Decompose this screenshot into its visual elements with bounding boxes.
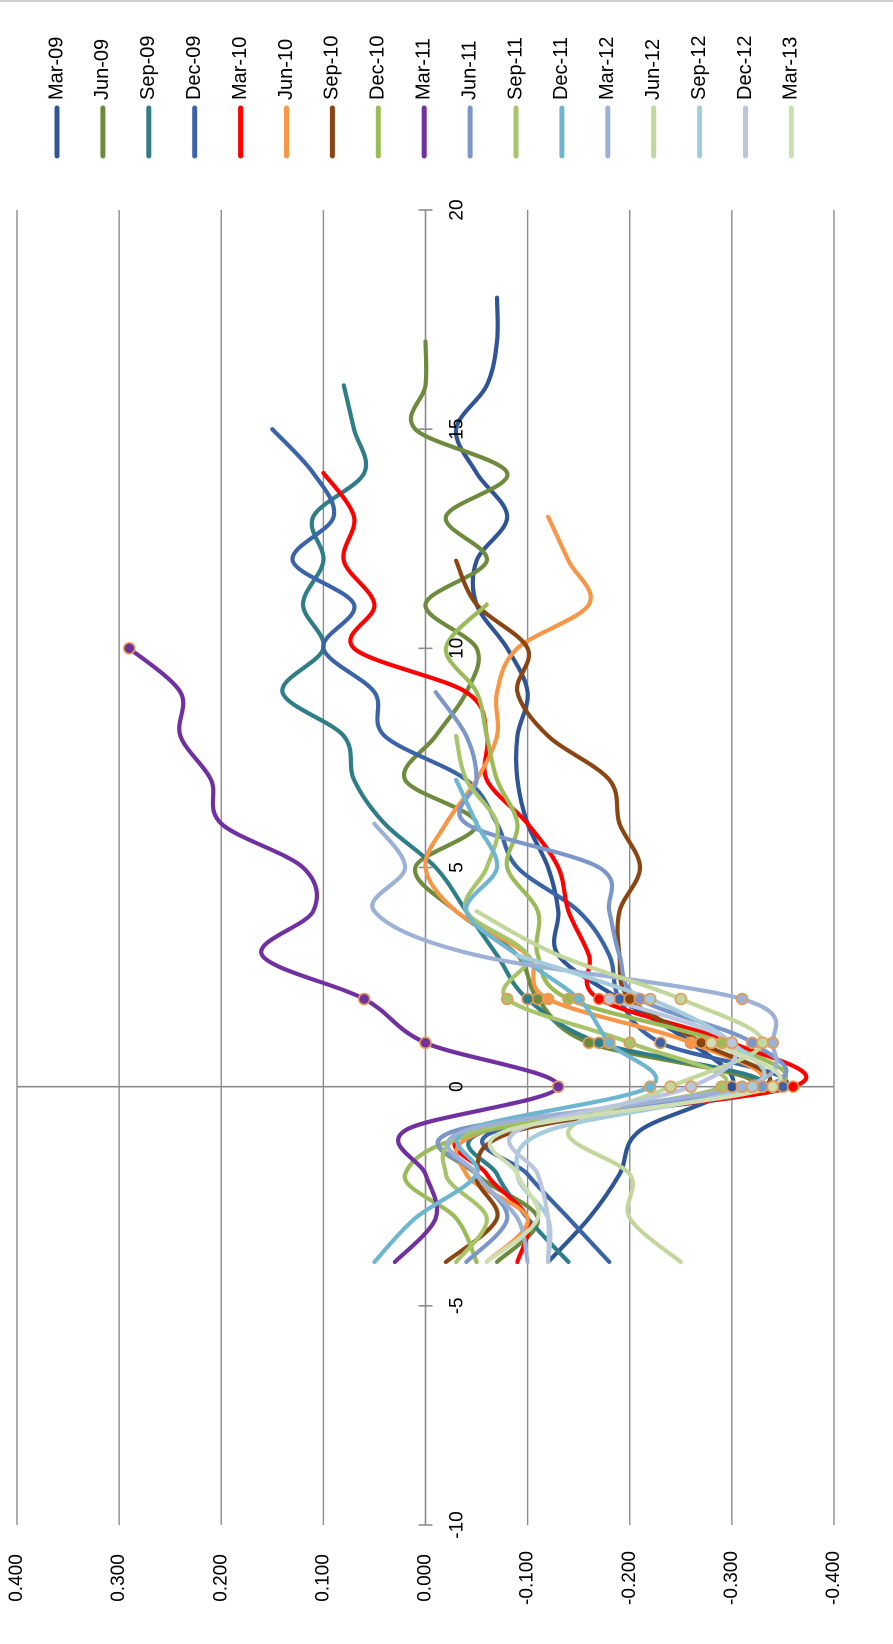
data-point-marker bbox=[756, 1036, 769, 1050]
data-point-marker bbox=[623, 1036, 637, 1050]
data-point-marker bbox=[715, 1036, 728, 1050]
data-point-marker bbox=[633, 992, 647, 1006]
legend-label: Mar-12 bbox=[596, 37, 618, 100]
series-lines bbox=[127, 295, 809, 1265]
legend-label: Jun-10 bbox=[275, 39, 297, 100]
data-point-marker bbox=[643, 992, 657, 1006]
y-tick-label: 0.200 bbox=[210, 1554, 231, 1602]
y-tick-label: 0.100 bbox=[312, 1554, 333, 1602]
x-tick-label: -10 bbox=[447, 1511, 468, 1538]
data-point-marker bbox=[684, 1036, 698, 1050]
data-point-marker bbox=[531, 992, 545, 1006]
data-point-marker bbox=[592, 1036, 606, 1050]
data-point-marker bbox=[551, 1080, 565, 1093]
series-line-dec-10 bbox=[402, 602, 789, 1265]
x-tick-label: 0 bbox=[447, 1081, 468, 1092]
data-point-marker bbox=[357, 992, 371, 1006]
series-line-jun-10 bbox=[423, 514, 765, 1265]
legend-label: Dec-11 bbox=[550, 37, 572, 100]
legend-label: Dec-12 bbox=[734, 36, 756, 100]
legend-label: Mar-11 bbox=[412, 38, 434, 100]
series-line-sep-11 bbox=[440, 733, 729, 1265]
y-tick-labels: 0.400 0.300 0.200 0.100 0.000 -0.100 -0.200 -0.… bbox=[6, 1551, 844, 1605]
data-point-marker bbox=[776, 1080, 790, 1093]
y-tick-label: -0.200 bbox=[619, 1551, 640, 1605]
legend-label: Sep-12 bbox=[688, 36, 710, 101]
data-point-marker bbox=[643, 1080, 657, 1093]
data-point-marker bbox=[623, 992, 637, 1006]
data-point-marker bbox=[123, 642, 136, 655]
x-tick-labels: -10 -5 0 5 10 15 20 bbox=[447, 199, 468, 1538]
y-tick-label: 0.300 bbox=[108, 1554, 129, 1602]
data-point-marker bbox=[572, 992, 585, 1006]
data-point-marker bbox=[603, 992, 616, 1006]
data-point-marker bbox=[654, 1036, 667, 1050]
data-point-marker bbox=[419, 1036, 432, 1050]
data-point-marker bbox=[582, 1036, 596, 1050]
data-point-marker bbox=[521, 992, 534, 1006]
legend-label: Mar-13 bbox=[780, 37, 802, 100]
y-tick-label: 0.000 bbox=[415, 1554, 436, 1602]
legend-label: Jun-12 bbox=[642, 39, 664, 100]
data-point-marker bbox=[500, 992, 514, 1006]
data-point-marker bbox=[541, 992, 555, 1006]
y-tick-label: -0.300 bbox=[721, 1551, 742, 1605]
legend-label: Dec-10 bbox=[367, 36, 389, 100]
legend-label: Sep-10 bbox=[321, 36, 343, 101]
data-point-marker bbox=[603, 1036, 616, 1050]
data-point-marker bbox=[745, 1036, 759, 1050]
x-tick-label: 5 bbox=[447, 862, 468, 873]
legend-label: Jun-09 bbox=[91, 39, 113, 100]
data-point-marker bbox=[664, 1080, 677, 1093]
data-markers bbox=[123, 642, 800, 1093]
data-point-marker bbox=[766, 1036, 780, 1050]
legend-label: Mar-09 bbox=[45, 37, 67, 100]
legend-label: Jun-11 bbox=[458, 40, 480, 100]
gridlines bbox=[16, 210, 835, 1525]
data-point-marker bbox=[694, 1036, 708, 1050]
data-point-marker bbox=[725, 1036, 739, 1050]
series-line-mar-13 bbox=[484, 1040, 783, 1265]
data-point-marker bbox=[745, 1080, 759, 1093]
data-point-marker bbox=[684, 1080, 698, 1093]
data-point-marker bbox=[562, 992, 575, 1006]
data-point-marker bbox=[735, 1080, 749, 1093]
series-line-mar-11 bbox=[127, 646, 561, 1265]
x-tick-label: 20 bbox=[447, 199, 468, 220]
series-line-mar-10 bbox=[321, 470, 809, 1265]
x-tick-label: -5 bbox=[447, 1297, 468, 1314]
data-point-marker bbox=[674, 992, 688, 1006]
data-point-marker bbox=[705, 1036, 718, 1050]
y-tick-label: 0.400 bbox=[6, 1554, 27, 1602]
y-tick-label: -0.400 bbox=[823, 1551, 844, 1605]
data-point-marker bbox=[786, 1080, 800, 1093]
legend: Mar-09 Jun-09 Sep-09 Dec-09 Mar-10 Jun-10 Sep-… bbox=[45, 36, 802, 159]
x-tick-label: 10 bbox=[447, 638, 468, 659]
data-point-marker bbox=[766, 1080, 780, 1093]
data-point-marker bbox=[756, 1080, 769, 1093]
y-tick-label: -0.100 bbox=[517, 1551, 538, 1605]
legend-label: Mar-10 bbox=[229, 37, 251, 100]
data-point-marker bbox=[613, 992, 626, 1006]
data-point-marker bbox=[592, 992, 606, 1006]
legend-label: Dec-09 bbox=[183, 36, 205, 100]
data-point-marker bbox=[735, 992, 749, 1006]
legend-label: Sep-09 bbox=[137, 36, 159, 101]
data-point-marker bbox=[715, 1080, 728, 1093]
legend-label: Sep-11 bbox=[504, 37, 526, 100]
series-line-jun-12 bbox=[474, 909, 765, 1265]
x-tick-label: 15 bbox=[447, 419, 468, 440]
data-point-marker bbox=[725, 1080, 739, 1093]
